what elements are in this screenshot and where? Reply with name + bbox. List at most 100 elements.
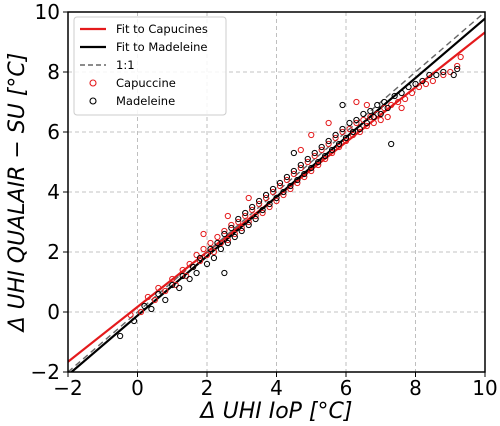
point-madeleine-73 bbox=[440, 68, 447, 76]
point-capuccine-33 bbox=[266, 203, 273, 211]
fit-lines bbox=[68, 12, 485, 372]
point-madeleine-3 bbox=[148, 305, 155, 313]
point-capuccine-25 bbox=[238, 224, 245, 232]
point-capuccine-28 bbox=[249, 206, 256, 214]
fit-line-2 bbox=[68, 12, 485, 372]
point-madeleine-41 bbox=[301, 170, 308, 178]
point-capuccine-36 bbox=[276, 182, 284, 190]
point-capuccine-50 bbox=[325, 140, 332, 148]
x-tick-label: 0 bbox=[131, 376, 144, 400]
point-capuccine-55 bbox=[342, 137, 350, 145]
point-capuccine-73 bbox=[422, 80, 430, 88]
point-capuccine-78 bbox=[457, 53, 464, 61]
point-madeleine-10 bbox=[190, 263, 197, 271]
point-capuccine-32 bbox=[262, 194, 270, 202]
point-madeleine-34 bbox=[276, 179, 284, 187]
point-madeleine-62 bbox=[374, 101, 381, 109]
x-tick-label: −2 bbox=[53, 376, 82, 400]
x-tick-label: 2 bbox=[201, 376, 214, 400]
point-madeleine-51 bbox=[335, 140, 343, 148]
point-capuccine-57 bbox=[349, 131, 357, 139]
point-madeleine-22 bbox=[235, 215, 242, 223]
point-capuccine-58 bbox=[353, 119, 360, 127]
point-capuccine-39 bbox=[287, 185, 294, 193]
point-madeleine-54 bbox=[346, 119, 353, 127]
point-madeleine-47 bbox=[322, 152, 329, 160]
point-madeleine-20 bbox=[228, 224, 235, 232]
point-capuccine-83 bbox=[245, 194, 252, 202]
point-capuccine-7 bbox=[172, 281, 179, 289]
x-tick-label: 8 bbox=[409, 376, 422, 400]
point-capuccine-1 bbox=[137, 308, 145, 316]
point-madeleine-69 bbox=[412, 80, 419, 88]
legend-entry: Madeleine bbox=[116, 94, 175, 108]
point-madeleine-6 bbox=[169, 281, 176, 289]
legend-entry: Fit to Capucines bbox=[116, 22, 208, 36]
point-madeleine-57 bbox=[356, 125, 363, 133]
point-capuccine-10 bbox=[186, 260, 193, 268]
point-capuccine-31 bbox=[259, 209, 266, 217]
point-capuccine-75 bbox=[440, 71, 447, 79]
point-madeleine-43 bbox=[308, 164, 315, 172]
point-madeleine-24 bbox=[242, 209, 249, 217]
point-madeleine-63 bbox=[377, 110, 384, 118]
point-madeleine-31 bbox=[266, 200, 273, 208]
x-axis-ticks: −2 0 2 4 6 8 10 bbox=[53, 372, 498, 400]
point-capuccine-16 bbox=[207, 239, 214, 247]
y-tick-label: 10 bbox=[35, 0, 60, 24]
point-capuccine-85 bbox=[200, 230, 207, 238]
point-madeleine-77 bbox=[221, 269, 228, 277]
point-madeleine-71 bbox=[426, 71, 433, 79]
point-madeleine-38 bbox=[290, 167, 297, 175]
point-madeleine-49 bbox=[329, 146, 336, 154]
point-capuccine-14 bbox=[200, 245, 207, 253]
point-capuccine-51 bbox=[329, 149, 336, 157]
point-madeleine-18 bbox=[221, 230, 228, 238]
point-madeleine-44 bbox=[311, 149, 318, 157]
point-capuccine-17 bbox=[210, 248, 218, 256]
point-capuccine-54 bbox=[339, 128, 346, 136]
point-capuccine-66 bbox=[381, 104, 388, 112]
point-capuccine-41 bbox=[294, 179, 301, 187]
point-madeleine-39 bbox=[294, 176, 301, 184]
point-capuccine-37 bbox=[280, 191, 287, 199]
point-capuccine-63 bbox=[370, 119, 377, 127]
legend-entry: 1:1 bbox=[116, 58, 135, 72]
point-capuccine-27 bbox=[245, 218, 252, 226]
point-capuccine-3 bbox=[151, 296, 158, 304]
point-capuccine-49 bbox=[322, 155, 329, 163]
point-capuccine-77 bbox=[454, 62, 461, 70]
point-capuccine-70 bbox=[401, 95, 409, 103]
point-madeleine-19 bbox=[224, 239, 231, 247]
point-madeleine-0 bbox=[117, 332, 124, 340]
point-madeleine-40 bbox=[297, 161, 304, 169]
y-tick-label: −2 bbox=[31, 360, 60, 384]
point-capuccine-64 bbox=[374, 110, 381, 118]
point-madeleine-27 bbox=[252, 215, 259, 223]
point-capuccine-67 bbox=[384, 113, 391, 121]
legend-swatch-marker bbox=[89, 79, 97, 87]
point-madeleine-52 bbox=[339, 125, 346, 133]
point-madeleine-59 bbox=[363, 119, 370, 127]
point-capuccine-19 bbox=[217, 239, 224, 247]
point-capuccine-8 bbox=[179, 266, 186, 274]
point-madeleine-35 bbox=[280, 188, 287, 196]
point-madeleine-66 bbox=[391, 92, 398, 100]
point-capuccine-43 bbox=[301, 173, 308, 181]
y-axis-label: Δ UHI QUALAIR − SU [°C] bbox=[5, 53, 30, 334]
point-madeleine-74 bbox=[450, 71, 457, 79]
point-capuccine-48 bbox=[318, 146, 325, 154]
point-madeleine-26 bbox=[249, 203, 256, 211]
y-axis-ticks: −2 0 2 4 6 8 10 bbox=[31, 0, 68, 384]
point-madeleine-36 bbox=[283, 173, 291, 181]
point-madeleine-79 bbox=[290, 149, 297, 157]
y-tick-label: 0 bbox=[47, 300, 60, 324]
point-capuccine-9 bbox=[183, 272, 190, 280]
x-tick-label: 4 bbox=[270, 376, 283, 400]
point-madeleine-56 bbox=[353, 116, 360, 124]
point-capuccine-35 bbox=[273, 197, 280, 205]
point-madeleine-16 bbox=[214, 239, 221, 247]
point-capuccine-6 bbox=[169, 275, 176, 283]
point-capuccine-40 bbox=[290, 170, 297, 178]
point-madeleine-61 bbox=[370, 113, 377, 121]
